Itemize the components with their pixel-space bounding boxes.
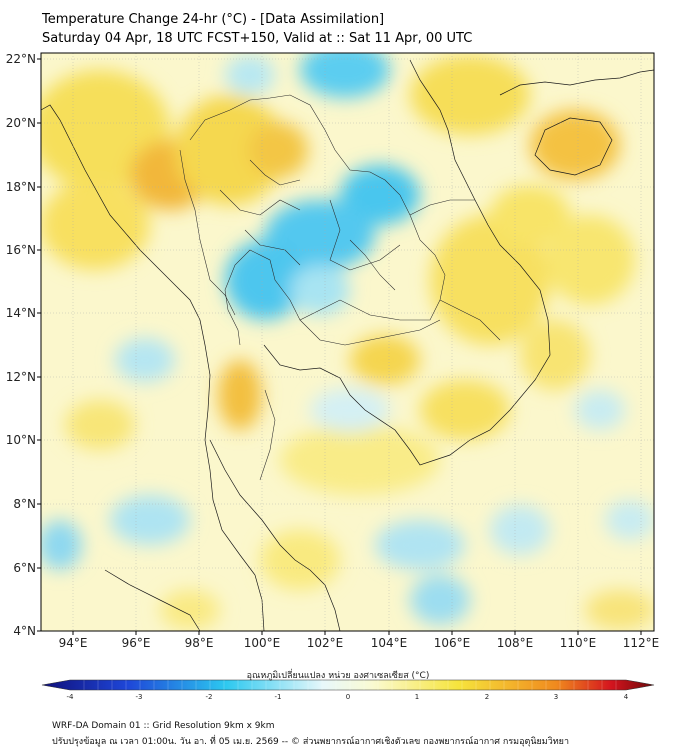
colorbar-tick: -4 [67, 693, 75, 701]
lat-label: 8°N [13, 497, 36, 511]
tick-marks [37, 58, 642, 635]
colorbar-tick: 0 [346, 693, 350, 701]
map-subtitle: Saturday 04 Apr, 18 UTC FCST+150, Valid … [42, 31, 473, 46]
borders [179, 94, 501, 481]
lat-label: 14°N [6, 306, 36, 320]
lon-label: 98°E [185, 636, 214, 650]
colorbar-tick: 4 [624, 693, 629, 701]
lon-label: 102°E [307, 636, 344, 650]
map-title: Temperature Change 24-hr (°C) - [Data As… [42, 12, 385, 27]
colorbar-tick: 2 [485, 693, 489, 701]
lat-label: 16°N [6, 243, 36, 257]
colorbar-ticks: -4 -3 -2 -1 0 1 2 3 4 [67, 693, 629, 701]
lon-label: 110°E [560, 636, 597, 650]
lon-label: 94°E [59, 636, 88, 650]
lon-label: 108°E [497, 636, 534, 650]
colorbar-label: อุณหภูมิเปลี่ยนแปลง หน่วย องศาเซลเซียส (… [246, 671, 430, 681]
update-info: ปรับปรุงข้อมูล ณ เวลา 01:00น. วัน อา. ที… [52, 737, 570, 747]
colorbar-tick: 3 [554, 693, 558, 701]
graticule [41, 53, 654, 631]
colorbar-bar [41, 679, 655, 691]
colorbar-tick: -2 [206, 693, 213, 701]
lat-label: 6°N [13, 561, 36, 575]
plot-frame [40, 52, 655, 632]
lon-label: 104°E [371, 636, 408, 650]
coastlines [41, 59, 654, 631]
longitude-labels: 94°E 96°E 98°E 100°E 102°E 104°E 106°E 1… [59, 636, 660, 650]
lon-label: 100°E [244, 636, 281, 650]
colorbar-segments [83, 680, 617, 690]
lat-label: 12°N [6, 370, 36, 384]
lat-label: 20°N [6, 116, 36, 130]
lat-label: 22°N [6, 52, 36, 66]
colorbar: -4 -3 -2 -1 0 1 2 3 4 [41, 679, 655, 701]
model-info: WRF-DA Domain 01 :: Grid Resolution 9km … [52, 721, 275, 731]
lon-label: 96°E [122, 636, 151, 650]
lat-label: 4°N [13, 624, 36, 638]
lat-label: 18°N [6, 180, 36, 194]
colorbar-tick: -3 [136, 693, 143, 701]
colorbar-tick: -1 [275, 693, 282, 701]
anomaly-blobs [41, 53, 654, 630]
lon-label: 112°E [623, 636, 660, 650]
lat-label: 10°N [6, 433, 36, 447]
colorbar-tick: 1 [415, 693, 419, 701]
temperature-field [41, 53, 654, 631]
latitude-labels: 22°N 20°N 18°N 16°N 14°N 12°N 10°N 8°N 6… [6, 52, 36, 638]
lon-label: 106°E [434, 636, 471, 650]
